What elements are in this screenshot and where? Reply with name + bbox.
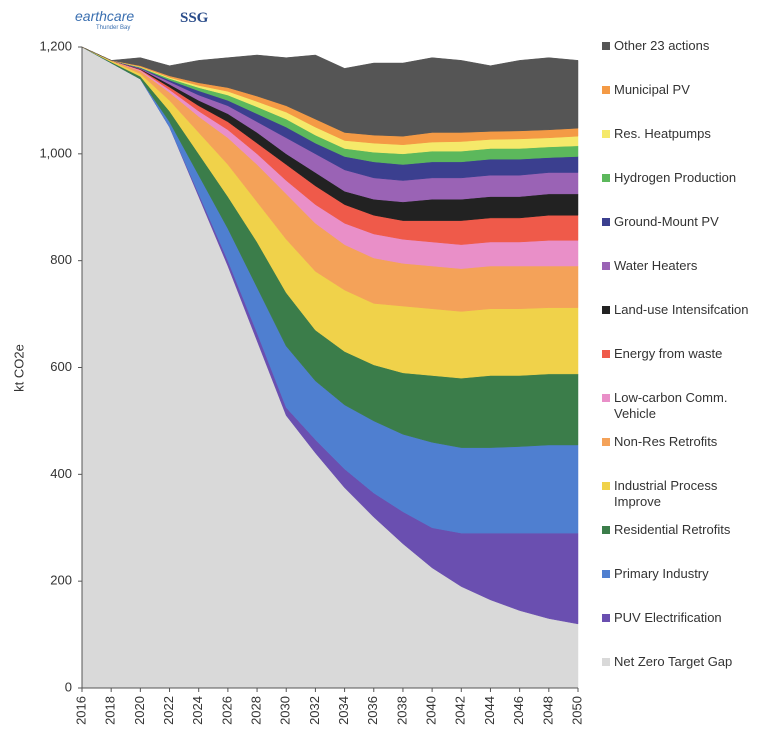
logo-sub: Thunder Bay xyxy=(96,25,131,31)
y-tick-label: 600 xyxy=(50,359,72,374)
legend-item: Primary Industry xyxy=(602,566,762,582)
x-tick-label: 2018 xyxy=(103,696,118,725)
legend-label: PUV Electrification xyxy=(614,610,722,625)
legend-item: Hydrogen Production xyxy=(602,170,762,186)
x-tick-label: 2032 xyxy=(307,696,322,725)
y-tick-label: 0 xyxy=(65,679,72,694)
y-tick-label: 400 xyxy=(50,466,72,481)
legend-swatch xyxy=(602,526,610,534)
x-tick-label: 2016 xyxy=(73,696,88,725)
legend-swatch xyxy=(602,42,610,50)
legend-swatch xyxy=(602,86,610,94)
legend-item: Municipal PV xyxy=(602,82,762,98)
y-tick-label: 200 xyxy=(50,573,72,588)
legend-item: Net Zero Target Gap xyxy=(602,654,762,670)
x-tick-label: 2038 xyxy=(394,696,409,725)
legend-label: Energy from waste xyxy=(614,346,723,361)
legend-swatch xyxy=(602,350,610,358)
legend-label: Municipal PV xyxy=(614,82,690,97)
x-tick-label: 2030 xyxy=(278,696,293,725)
legend-swatch xyxy=(602,218,610,226)
legend-label: Residential Retrofits xyxy=(614,522,731,537)
legend-label: Ground-Mount PV xyxy=(614,214,719,229)
legend-swatch xyxy=(602,130,610,138)
x-tick-label: 2024 xyxy=(190,696,205,725)
logo: earthcare xyxy=(75,8,135,24)
legend-swatch xyxy=(602,614,610,622)
legend-label: Res. Heatpumps xyxy=(614,126,711,141)
legend-swatch xyxy=(602,438,610,446)
x-tick-label: 2022 xyxy=(161,696,176,725)
legend-label: Industrial Process Improve xyxy=(614,478,718,509)
legend-item: Land-use Intensifcation xyxy=(602,302,762,318)
legend-label: Net Zero Target Gap xyxy=(614,654,733,669)
x-tick-label: 2048 xyxy=(540,696,555,725)
legend-item: Industrial Process Improve xyxy=(602,478,762,510)
x-tick-label: 2044 xyxy=(482,696,497,725)
legend-item: Water Heaters xyxy=(602,258,762,274)
y-tick-label: 800 xyxy=(50,252,72,267)
legend-swatch xyxy=(602,306,610,314)
y-tick-label: 1,000 xyxy=(39,145,72,160)
area xyxy=(81,46,579,137)
legend-swatch xyxy=(602,174,610,182)
legend-item: Ground-Mount PV xyxy=(602,214,762,230)
x-tick-label: 2026 xyxy=(219,696,234,725)
legend-label: Primary Industry xyxy=(614,566,709,581)
legend-item: Energy from waste xyxy=(602,346,762,362)
x-tick-label: 2040 xyxy=(424,696,439,725)
legend-item: Other 23 actions xyxy=(602,38,762,54)
legend-swatch xyxy=(602,262,610,270)
legend-label: Non-Res Retrofits xyxy=(614,434,718,449)
legend-item: PUV Electrification xyxy=(602,610,762,626)
logo: SSG xyxy=(180,10,209,26)
legend-item: Low-carbon Comm. Vehicle xyxy=(602,390,762,422)
legend-item: Res. Heatpumps xyxy=(602,126,762,142)
legend-item: Residential Retrofits xyxy=(602,522,762,538)
x-tick-label: 2050 xyxy=(569,696,584,725)
legend-label: Water Heaters xyxy=(614,258,698,273)
x-tick-label: 2034 xyxy=(336,696,351,725)
x-tick-label: 2036 xyxy=(365,696,380,725)
legend-swatch xyxy=(602,482,610,490)
legend-item: Non-Res Retrofits xyxy=(602,434,762,450)
legend-swatch xyxy=(602,394,610,402)
legend-swatch xyxy=(602,658,610,666)
legend-label: Other 23 actions xyxy=(614,38,710,53)
x-tick-label: 2046 xyxy=(511,696,526,725)
legend-label: Land-use Intensifcation xyxy=(614,302,749,317)
legend-label: Low-carbon Comm. Vehicle xyxy=(614,390,728,421)
x-tick-label: 2020 xyxy=(132,696,147,725)
legend-label: Hydrogen Production xyxy=(614,170,737,185)
legend-swatch xyxy=(602,570,610,578)
y-tick-label: 1,200 xyxy=(39,38,72,53)
y-axis-title: kt CO2e xyxy=(11,344,26,392)
x-tick-label: 2028 xyxy=(248,696,263,725)
x-tick-label: 2042 xyxy=(453,696,468,725)
